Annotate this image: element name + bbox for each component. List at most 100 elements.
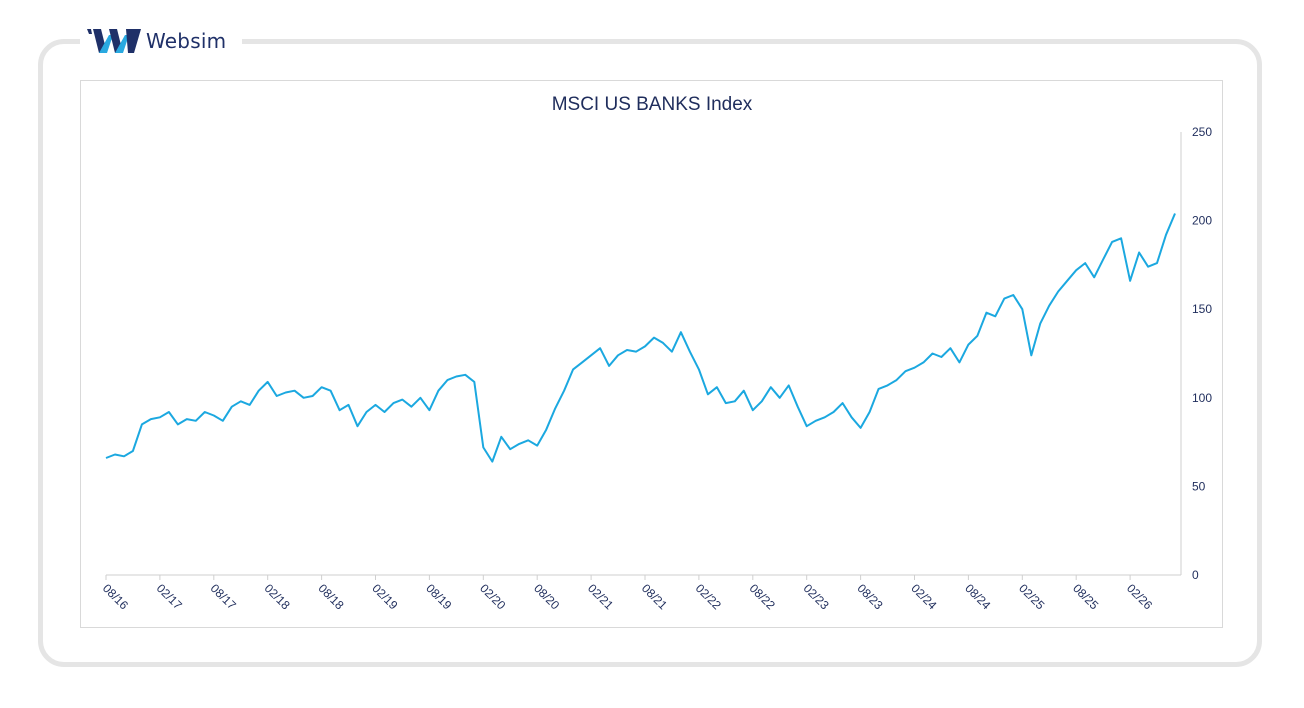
- data-point: [896, 379, 898, 381]
- data-point: [976, 335, 978, 337]
- data-point: [770, 386, 772, 388]
- data-point: [833, 411, 835, 413]
- data-point: [635, 351, 637, 353]
- data-point: [123, 455, 125, 457]
- data-point: [105, 457, 107, 459]
- data-point: [671, 351, 673, 353]
- data-point: [752, 409, 754, 411]
- data-point: [994, 315, 996, 317]
- data-point: [680, 331, 682, 333]
- data-point: [563, 390, 565, 392]
- x-tick-label: 08/25: [1070, 581, 1101, 612]
- data-point: [545, 429, 547, 431]
- chart-title: MSCI US BANKS Index: [552, 94, 753, 115]
- data-point: [653, 337, 655, 339]
- data-point: [806, 425, 808, 427]
- data-point: [366, 411, 368, 413]
- data-point: [258, 390, 260, 392]
- data-point: [878, 388, 880, 390]
- data-point: [689, 351, 691, 353]
- data-point: [446, 379, 448, 381]
- data-point: [392, 402, 394, 404]
- data-point: [1129, 280, 1131, 282]
- data-point: [231, 406, 233, 408]
- y-tick-label: 250: [1192, 125, 1212, 139]
- data-point: [1075, 269, 1077, 271]
- data-point: [222, 420, 224, 422]
- data-point: [572, 368, 574, 370]
- data-point: [195, 420, 197, 422]
- series-line-msci-us-banks: [105, 213, 1176, 463]
- x-tick-label: 08/21: [639, 581, 670, 612]
- data-point: [824, 416, 826, 418]
- data-point: [159, 416, 161, 418]
- data-point: [1147, 266, 1149, 268]
- data-point: [455, 376, 457, 378]
- x-tick-label: 02/22: [693, 581, 724, 612]
- data-point: [869, 411, 871, 413]
- y-tick-label: 50: [1192, 479, 1206, 493]
- data-point: [285, 391, 287, 393]
- data-point: [931, 353, 933, 355]
- data-point: [949, 347, 951, 349]
- data-point: [860, 427, 862, 429]
- x-tick-label: 02/17: [154, 581, 185, 612]
- data-point: [249, 404, 251, 406]
- data-point: [141, 423, 143, 425]
- data-point: [1066, 280, 1068, 282]
- x-tick-label: 02/25: [1016, 581, 1047, 612]
- data-point: [1021, 308, 1023, 310]
- data-point: [698, 368, 700, 370]
- x-tick-label: 02/21: [585, 581, 616, 612]
- data-point: [788, 384, 790, 386]
- data-point: [1039, 322, 1041, 324]
- data-point: [922, 361, 924, 363]
- data-point: [1084, 262, 1086, 264]
- data-point: [1012, 294, 1014, 296]
- data-point: [1057, 290, 1059, 292]
- data-point: [428, 409, 430, 411]
- data-point: [842, 402, 844, 404]
- data-point: [410, 406, 412, 408]
- x-tick-label: 02/24: [908, 581, 939, 612]
- data-point: [419, 397, 421, 399]
- x-tick-label: 02/23: [801, 581, 832, 612]
- data-point: [940, 356, 942, 358]
- data-point: [1120, 237, 1122, 239]
- websim-logo: Websim: [80, 24, 242, 58]
- data-point: [1030, 354, 1032, 356]
- x-tick-label: 08/20: [531, 581, 562, 612]
- data-point: [626, 349, 628, 351]
- data-point: [1156, 262, 1158, 264]
- data-point: [1093, 276, 1095, 278]
- y-tick-label: 100: [1192, 391, 1212, 405]
- data-point: [204, 411, 206, 413]
- data-point: [1138, 251, 1140, 253]
- data-point: [294, 390, 296, 392]
- y-tick-label: 0: [1192, 568, 1199, 582]
- data-point: [401, 399, 403, 401]
- data-point: [150, 418, 152, 420]
- data-point: [887, 384, 889, 386]
- websim-logo-icon: [87, 29, 141, 53]
- x-tick-label: 08/24: [962, 581, 993, 612]
- x-tick-label: 08/16: [100, 581, 131, 612]
- data-point: [1174, 213, 1176, 215]
- data-point: [473, 381, 475, 383]
- data-point: [554, 407, 556, 409]
- data-point: [276, 395, 278, 397]
- data-point: [905, 370, 907, 372]
- data-point: [1048, 305, 1050, 307]
- data-point: [464, 374, 466, 376]
- data-point: [357, 425, 359, 427]
- data-point: [1003, 298, 1005, 300]
- data-point: [985, 312, 987, 314]
- data-point: [958, 361, 960, 363]
- data-point: [375, 404, 377, 406]
- data-point: [536, 445, 538, 447]
- x-tick-label: 08/17: [208, 581, 239, 612]
- x-tick-label: 08/18: [315, 581, 346, 612]
- data-point: [725, 402, 727, 404]
- x-tick-label: 02/19: [369, 581, 400, 612]
- data-point: [527, 439, 529, 441]
